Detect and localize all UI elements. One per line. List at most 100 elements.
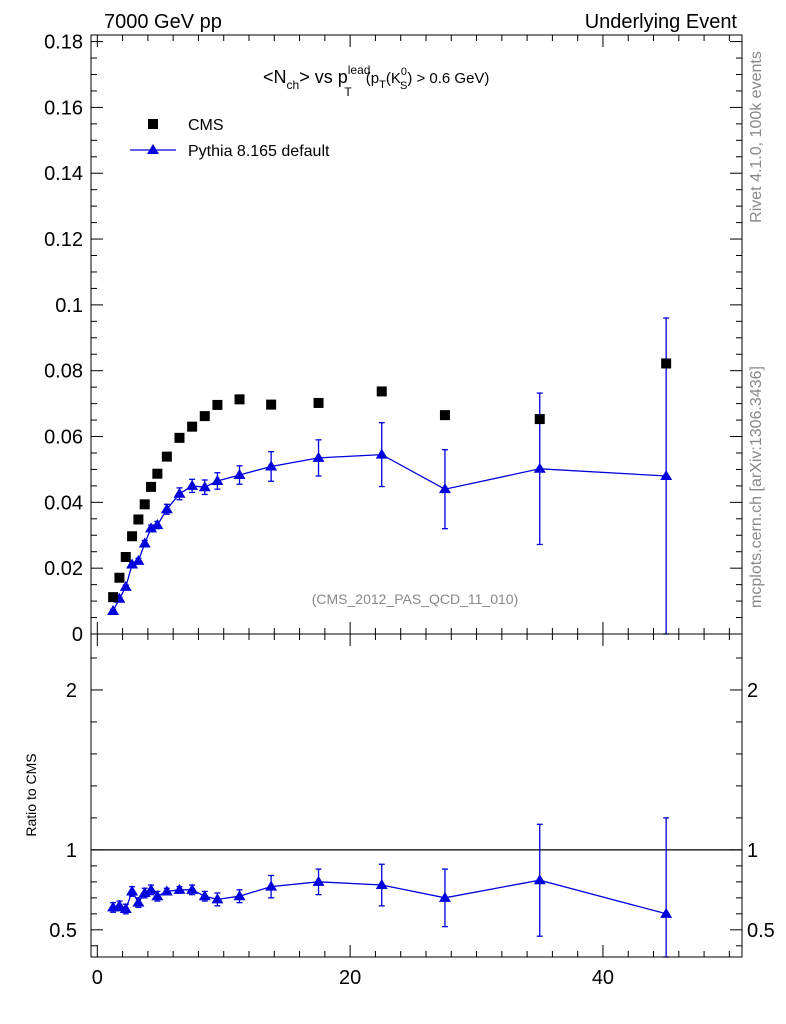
ratio-point bbox=[211, 893, 224, 904]
plot-annotation: (CMS_2012_PAS_QCD_11_010) bbox=[312, 591, 519, 607]
ratio-point bbox=[233, 890, 246, 901]
side-label-bottom: mcplots.cern.ch [arXiv:1306.3436] bbox=[748, 366, 765, 608]
main-ytick-label: 0.16 bbox=[44, 97, 83, 119]
cms-point bbox=[534, 414, 545, 425]
ratio-point bbox=[119, 903, 132, 914]
title-cond-k: (K bbox=[386, 70, 401, 87]
cms-point bbox=[212, 399, 223, 410]
title-cond-t-sub: T bbox=[379, 79, 386, 91]
pythia-point bbox=[151, 519, 164, 530]
cms-point bbox=[139, 499, 150, 510]
main-ytick-label: 0 bbox=[72, 624, 83, 646]
title-t-sub: T bbox=[344, 85, 352, 99]
xtick-label: 20 bbox=[339, 967, 361, 989]
legend-cms-marker bbox=[148, 119, 158, 129]
pythia-point bbox=[119, 580, 132, 591]
main-ytick-label: 0.18 bbox=[44, 32, 83, 54]
ratio-point bbox=[160, 885, 173, 896]
ratio-point bbox=[138, 887, 151, 898]
legend-cms-label: CMS bbox=[188, 117, 224, 134]
title-cond-close: ) > 0.6 GeV) bbox=[407, 70, 489, 87]
main-ytick-label: 0.1 bbox=[55, 295, 83, 317]
main-ytick-label: 0.06 bbox=[44, 427, 83, 449]
pythia-point bbox=[375, 448, 388, 459]
ratio-axes: 0 20 40 0.5 0.5 1 1 2 2 bbox=[49, 622, 775, 989]
pythia-point bbox=[132, 554, 145, 565]
main-ytick-label: 0.12 bbox=[44, 229, 83, 251]
cms-point bbox=[234, 394, 245, 405]
main-ytick-label: 0.08 bbox=[44, 361, 83, 383]
pythia-point bbox=[312, 451, 325, 462]
pythia-point bbox=[438, 483, 451, 494]
header-left: 7000 GeV pp bbox=[104, 11, 222, 33]
ratio-point bbox=[151, 890, 164, 901]
title-ch-sub: ch bbox=[287, 78, 300, 92]
pythia-point bbox=[138, 537, 151, 548]
cms-point bbox=[161, 451, 172, 462]
ratio-marks bbox=[107, 817, 673, 958]
cms-point bbox=[108, 592, 119, 603]
cms-point bbox=[376, 386, 387, 397]
legend-pythia-label: Pythia 8.165 default bbox=[188, 143, 330, 160]
main-marks bbox=[107, 317, 673, 635]
ratio-point bbox=[438, 891, 451, 902]
ratio-ytick-label-left: 0.5 bbox=[49, 920, 77, 942]
ratio-ylabel: Ratio to CMS bbox=[23, 753, 39, 836]
cms-point bbox=[174, 432, 185, 443]
pythia-point bbox=[265, 460, 278, 471]
cms-point bbox=[313, 397, 324, 408]
header-right: Underlying Event bbox=[585, 11, 738, 33]
cms-point bbox=[114, 572, 125, 583]
pythia-point bbox=[198, 481, 211, 492]
ratio-point bbox=[533, 874, 546, 885]
cms-point bbox=[120, 551, 131, 562]
cms-point bbox=[127, 531, 138, 542]
cms-point bbox=[439, 410, 450, 421]
title-s-sub: S bbox=[400, 80, 407, 92]
cms-point bbox=[266, 399, 277, 410]
ratio-point bbox=[132, 896, 145, 907]
main-ytick-label: 0.14 bbox=[44, 163, 83, 185]
main-ytick-label: 0.02 bbox=[44, 558, 83, 580]
ratio-frame bbox=[90, 633, 743, 958]
ratio-point bbox=[312, 875, 325, 886]
cms-point bbox=[152, 468, 163, 479]
xtick-label: 40 bbox=[592, 967, 614, 989]
pythia-point bbox=[211, 474, 224, 485]
ratio-ytick-label-left: 2 bbox=[66, 680, 77, 702]
cms-point bbox=[133, 514, 144, 525]
pythia-point bbox=[533, 462, 546, 473]
pythia-point bbox=[107, 604, 120, 615]
xtick-label: 0 bbox=[92, 967, 103, 989]
title-lead-sup: lead bbox=[348, 63, 371, 77]
pythia-point bbox=[233, 469, 246, 480]
ratio-point bbox=[126, 885, 139, 896]
title-zero-sup: 0 bbox=[401, 66, 407, 78]
ratio-ytick-label-right: 2 bbox=[747, 680, 758, 702]
pythia-point bbox=[186, 479, 199, 490]
ratio-point bbox=[198, 890, 211, 901]
pythia-point bbox=[145, 522, 158, 533]
ratio-point bbox=[375, 879, 388, 890]
main-ytick-label: 0.04 bbox=[44, 492, 83, 514]
pythia-point bbox=[126, 558, 139, 569]
main-axes: 0 0.02 0.04 0.06 0.08 0.1 0.12 0.14 0.16 0.18 bbox=[44, 32, 742, 646]
cms-point bbox=[146, 481, 157, 492]
title-mid: > vs p bbox=[299, 67, 348, 87]
title-pre: <N bbox=[263, 67, 287, 87]
ratio-point bbox=[113, 899, 126, 910]
ratio-ytick-label-right: 0.5 bbox=[747, 920, 775, 942]
cms-point bbox=[661, 358, 672, 369]
pythia-point bbox=[173, 487, 186, 498]
ratio-series-line bbox=[112, 879, 667, 915]
legend-pythia-marker bbox=[147, 144, 159, 154]
ratio-point bbox=[660, 907, 673, 918]
pythia-series-line bbox=[112, 453, 667, 612]
ratio-point bbox=[173, 883, 186, 894]
pythia-point bbox=[660, 470, 673, 481]
cms-point bbox=[199, 411, 210, 422]
title-cond-open: (p bbox=[366, 70, 379, 87]
ratio-ytick-label-left: 1 bbox=[66, 840, 77, 862]
cms-point bbox=[187, 421, 198, 432]
